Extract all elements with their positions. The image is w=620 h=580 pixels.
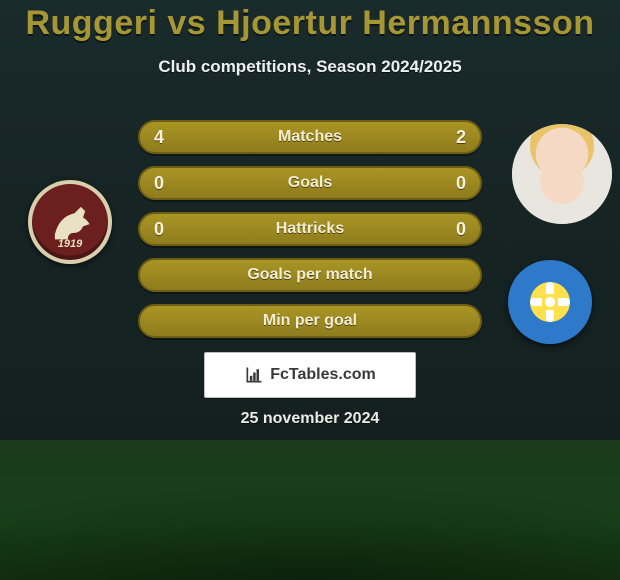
stat-right: 0 <box>456 214 466 244</box>
watermark: FcTables.com <box>204 352 416 398</box>
stat-left: 4 <box>154 122 164 152</box>
stat-row: 4 Matches 2 <box>138 120 482 154</box>
stat-row: Goals per match <box>138 258 482 292</box>
club-badge-right <box>508 260 592 344</box>
date: 25 november 2024 <box>0 410 620 428</box>
stat-label: Matches <box>278 128 342 146</box>
stat-label: Min per goal <box>263 312 357 330</box>
chart-icon <box>244 365 264 385</box>
badge-right-svg <box>515 267 585 337</box>
comparison-card: Ruggeri vs Hjoertur Hermannsson Club com… <box>0 0 620 580</box>
page-title: Ruggeri vs Hjoertur Hermannsson <box>0 0 620 43</box>
stat-left: 0 <box>154 168 164 198</box>
stat-rows: 4 Matches 2 0 Goals 0 0 Hattricks 0 Goal… <box>138 120 482 350</box>
stat-label: Goals per match <box>247 266 372 284</box>
player-photo-right <box>512 124 612 224</box>
club-badge-left: 1919 <box>28 180 112 264</box>
stat-right: 0 <box>456 168 466 198</box>
stat-right: 2 <box>456 122 466 152</box>
stat-label: Hattricks <box>276 220 344 238</box>
stat-row: 0 Hattricks 0 <box>138 212 482 246</box>
stat-row: Min per goal <box>138 304 482 338</box>
watermark-text: FcTables.com <box>270 366 376 384</box>
club-year-left: 1919 <box>58 238 82 250</box>
subtitle: Club competitions, Season 2024/2025 <box>0 57 620 77</box>
stat-label: Goals <box>288 174 332 192</box>
stat-row: 0 Goals 0 <box>138 166 482 200</box>
grass-strip <box>0 440 620 580</box>
stat-left: 0 <box>154 214 164 244</box>
player-face-right <box>512 124 612 224</box>
